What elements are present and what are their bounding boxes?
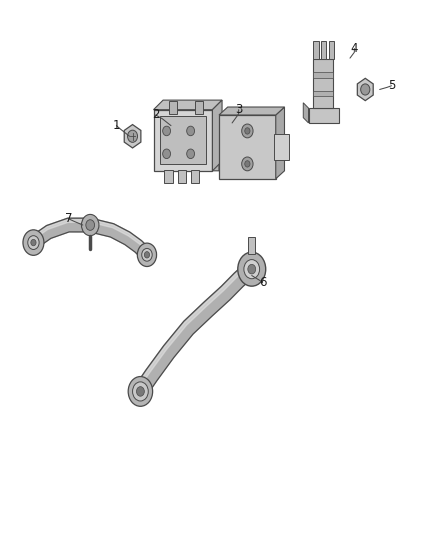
Bar <box>219 115 276 179</box>
Circle shape <box>23 230 44 255</box>
Text: 1: 1 <box>113 119 120 132</box>
Bar <box>195 101 203 114</box>
Circle shape <box>81 214 99 236</box>
Polygon shape <box>303 103 308 123</box>
Circle shape <box>244 260 260 279</box>
Text: 2: 2 <box>152 109 159 122</box>
Bar <box>169 101 177 114</box>
Polygon shape <box>153 100 222 110</box>
Circle shape <box>133 382 148 401</box>
Circle shape <box>28 236 39 249</box>
Polygon shape <box>136 263 251 389</box>
Bar <box>191 170 199 182</box>
Circle shape <box>127 130 138 142</box>
Circle shape <box>238 252 266 286</box>
Polygon shape <box>276 107 285 179</box>
Circle shape <box>187 126 194 136</box>
Circle shape <box>245 128 250 134</box>
Circle shape <box>137 386 145 396</box>
Circle shape <box>138 243 156 266</box>
Polygon shape <box>313 59 332 108</box>
Circle shape <box>242 124 253 138</box>
Bar <box>313 91 332 96</box>
Bar <box>313 72 332 78</box>
Polygon shape <box>212 100 222 171</box>
Polygon shape <box>357 78 373 101</box>
Circle shape <box>162 149 170 159</box>
Bar <box>308 108 339 123</box>
Polygon shape <box>31 220 150 253</box>
Bar <box>313 41 318 59</box>
Bar <box>328 41 334 59</box>
Circle shape <box>187 149 194 159</box>
Polygon shape <box>208 150 219 171</box>
Circle shape <box>248 264 256 274</box>
Circle shape <box>162 126 170 136</box>
Text: 6: 6 <box>259 276 266 289</box>
Bar <box>321 41 326 59</box>
Polygon shape <box>135 262 255 397</box>
Bar <box>248 237 255 254</box>
Polygon shape <box>219 107 285 115</box>
Text: 3: 3 <box>235 103 242 116</box>
Circle shape <box>245 161 250 167</box>
Bar <box>274 134 289 160</box>
Circle shape <box>242 157 253 171</box>
Text: 5: 5 <box>388 79 395 92</box>
Bar <box>164 170 173 182</box>
Circle shape <box>31 239 36 246</box>
Bar <box>160 116 206 165</box>
Bar <box>177 170 186 182</box>
Bar <box>153 110 212 171</box>
Circle shape <box>142 248 152 261</box>
Circle shape <box>360 84 370 95</box>
Polygon shape <box>124 125 141 148</box>
Text: 7: 7 <box>65 212 72 225</box>
Polygon shape <box>31 218 151 260</box>
Circle shape <box>128 376 152 406</box>
Circle shape <box>86 220 95 230</box>
Circle shape <box>145 252 150 258</box>
Text: 4: 4 <box>350 42 358 55</box>
